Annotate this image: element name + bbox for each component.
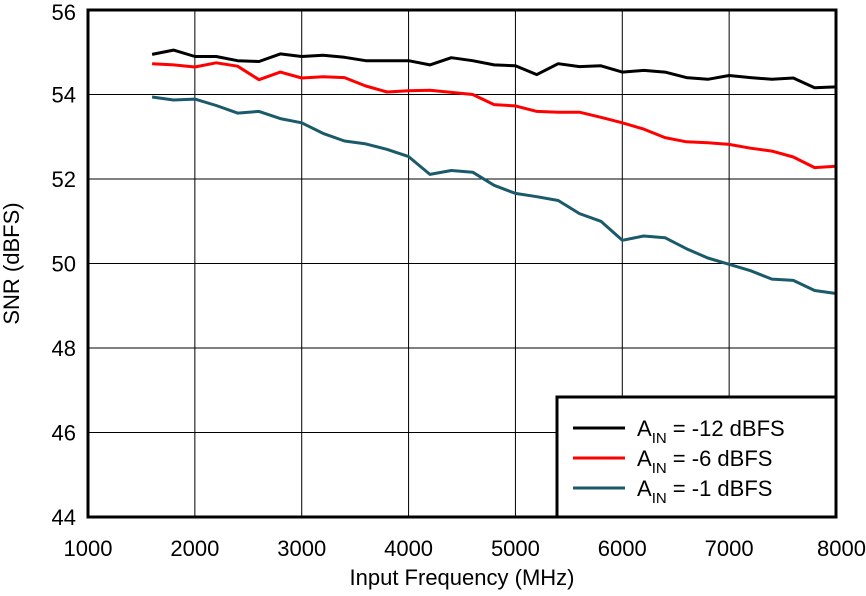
x-tick-label: 8000 (817, 536, 866, 561)
legend-label-main: A (637, 446, 652, 471)
legend-label-rest: = -1 dBFS (667, 476, 773, 501)
legend-label: AIN = -6 dBFS (637, 446, 772, 477)
x-tick-label: 2000 (170, 536, 219, 561)
series-line-0 (151, 48, 837, 90)
x-tick-labels: 1000 2000 3000 4000 5000 6000 7000 8000 (64, 536, 866, 561)
series-line-1 (152, 61, 837, 170)
legend-label-main: A (637, 416, 652, 441)
y-tick-labels: 44 46 48 50 52 54 56 (52, 0, 76, 530)
series-line-2 (151, 95, 837, 295)
legend-label-main: A (637, 476, 652, 501)
y-tick-label: 50 (52, 252, 76, 277)
y-tick-label: 44 (52, 505, 76, 530)
y-tick-label: 56 (52, 0, 76, 25)
legend-label-subscript: IN (652, 430, 667, 447)
y-tick-label: 48 (52, 336, 76, 361)
x-tick-label: 7000 (705, 536, 754, 561)
legend-label: AIN = -12 dBFS (637, 416, 785, 447)
legend-label-rest: = -6 dBFS (667, 446, 773, 471)
x-tick-label: 4000 (384, 536, 433, 561)
legend-label-subscript: IN (652, 490, 667, 507)
legend-label-rest: = -12 dBFS (667, 416, 785, 441)
legend-label: AIN = -1 dBFS (637, 476, 772, 507)
x-tick-label: 6000 (598, 536, 647, 561)
plot-frame (86, 8, 838, 519)
x-tick-label: 1000 (64, 536, 113, 561)
series-lines (151, 48, 837, 295)
y-tick-label: 54 (52, 83, 76, 108)
y-axis-title: SNR (dBFS) (0, 202, 24, 324)
x-tick-label: 3000 (277, 536, 326, 561)
y-tick-label: 52 (52, 167, 76, 192)
x-axis-title: Input Frequency (MHz) (350, 565, 575, 590)
y-tick-label: 46 (52, 421, 76, 446)
legend-label-subscript: IN (652, 460, 667, 477)
x-tick-label: 5000 (491, 536, 540, 561)
